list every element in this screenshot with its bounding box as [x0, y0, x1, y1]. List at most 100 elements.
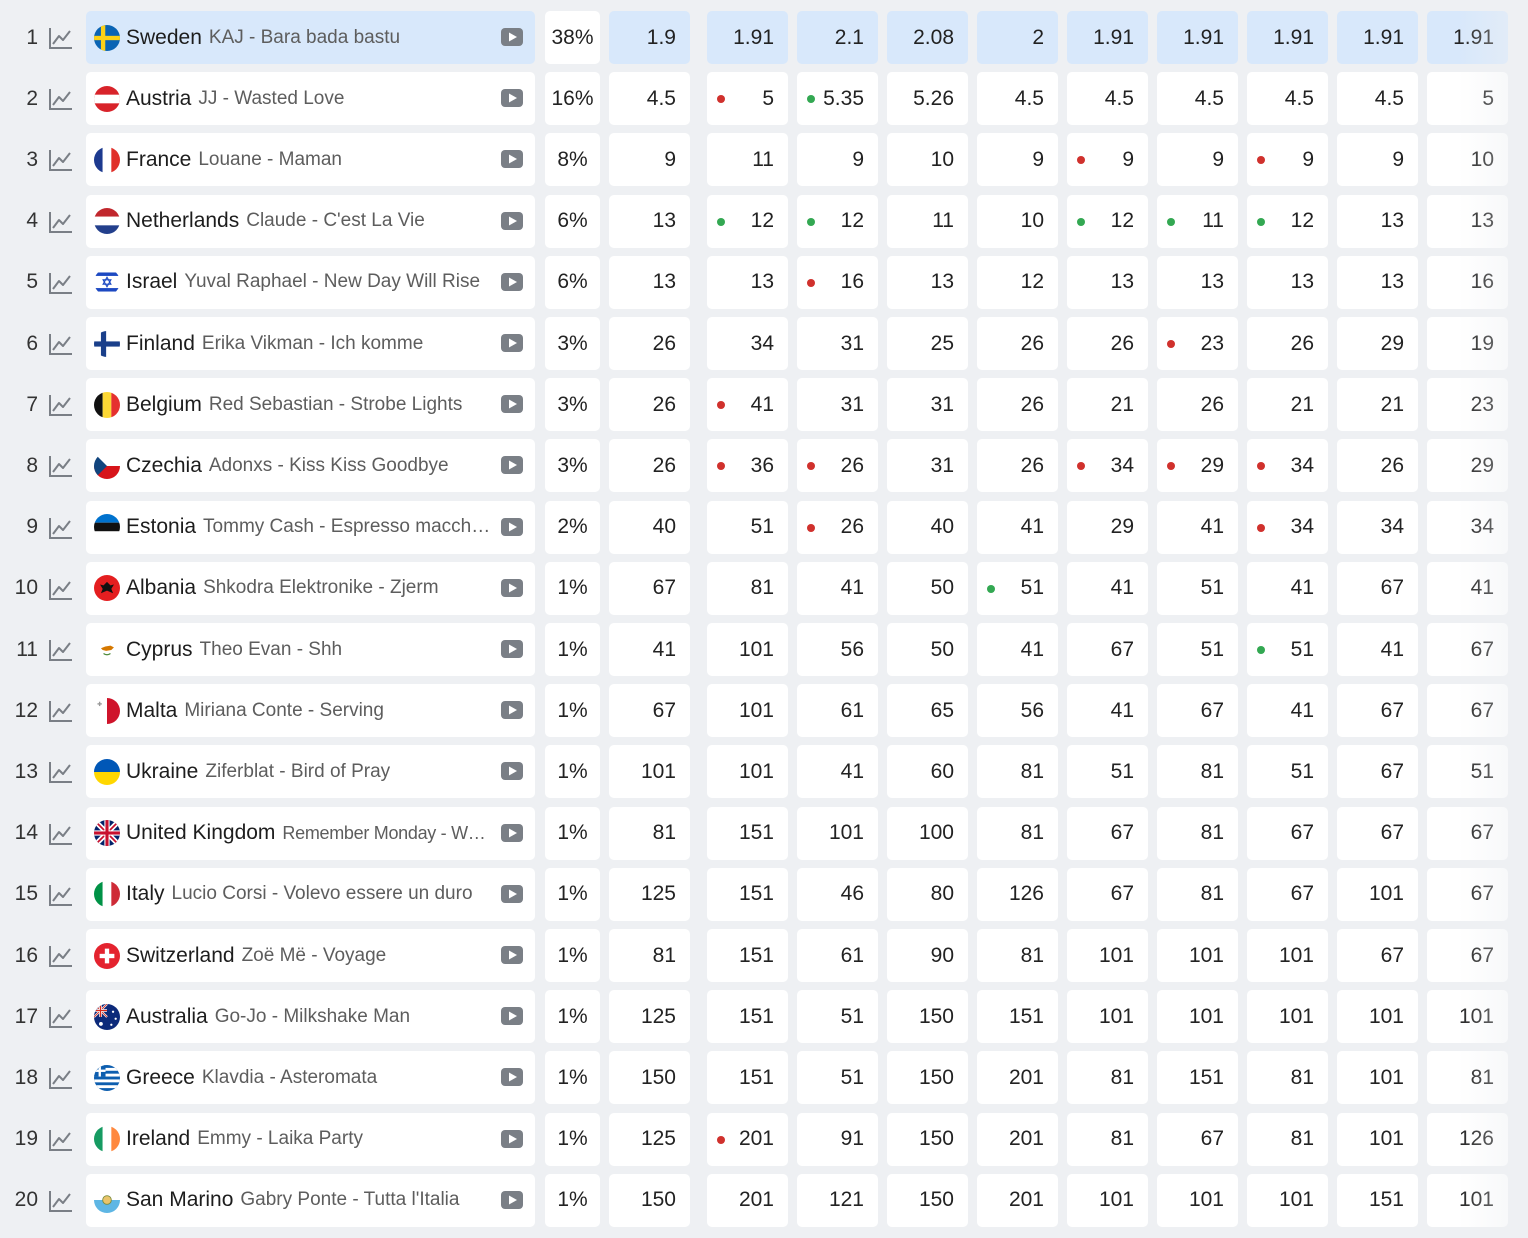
odds-cell[interactable]: 29 — [1427, 439, 1508, 493]
odds-cell[interactable]: 41 — [1337, 623, 1418, 676]
odds-cell[interactable]: 51 — [1427, 745, 1508, 799]
odds-cell[interactable]: 41 — [1247, 561, 1328, 615]
odds-cell[interactable]: 34 — [1337, 500, 1418, 554]
odds-cell[interactable]: 150 — [887, 990, 968, 1044]
odds-cell[interactable]: 201 — [977, 1173, 1058, 1227]
video-play-icon[interactable] — [501, 272, 523, 292]
odds-cell[interactable]: 13 — [1337, 194, 1418, 248]
odds-cell[interactable]: 101 — [1247, 1173, 1328, 1227]
odds-cell[interactable]: 23 — [1157, 317, 1238, 370]
odds-cell[interactable]: 51 — [1157, 623, 1238, 676]
odds-cell[interactable]: 101 — [1247, 990, 1328, 1044]
odds-cell[interactable]: 41 — [1067, 561, 1148, 615]
odds-cell[interactable]: 13 — [1157, 255, 1238, 309]
odds-cell[interactable]: 151 — [1337, 1173, 1418, 1227]
odds-cell[interactable]: 41 — [1067, 684, 1148, 738]
entry-czechia[interactable]: Czechia Adonxs - Kiss Kiss Goodbye — [86, 439, 535, 493]
entry-estonia[interactable]: Estonia Tommy Cash - Espresso macchiato — [86, 500, 535, 554]
entry-united-kingdom[interactable]: United Kingdom Remember Monday - What The… — [86, 806, 535, 860]
odds-cell[interactable]: 101 — [707, 684, 788, 738]
odds-cell[interactable]: 1.9 — [609, 11, 690, 64]
entry-albania[interactable]: Albania Shkodra Elektronike - Zjerm — [86, 561, 535, 615]
odds-cell[interactable]: 81 — [1067, 1112, 1148, 1166]
odds-cell[interactable]: 151 — [707, 1051, 788, 1105]
odds-cell[interactable]: 12 — [1247, 194, 1328, 248]
odds-cell[interactable]: 21 — [1247, 378, 1328, 432]
odds-cell[interactable]: 201 — [707, 1173, 788, 1227]
odds-cell[interactable]: 13 — [1247, 255, 1328, 309]
odds-cell[interactable]: 51 — [1157, 561, 1238, 615]
line-chart-icon[interactable] — [48, 1065, 74, 1091]
odds-cell[interactable]: 10 — [1427, 133, 1508, 187]
odds-cell[interactable]: 151 — [1157, 1051, 1238, 1105]
odds-cell[interactable]: 67 — [1157, 684, 1238, 738]
odds-cell[interactable]: 101 — [1427, 1173, 1508, 1227]
odds-cell[interactable]: 11 — [887, 194, 968, 248]
odds-cell[interactable]: 11 — [1157, 194, 1238, 248]
line-chart-icon[interactable] — [48, 821, 74, 847]
entry-australia[interactable]: Australia Go-Jo - Milkshake Man — [86, 990, 535, 1044]
odds-cell[interactable]: 201 — [977, 1112, 1058, 1166]
line-chart-icon[interactable] — [48, 698, 74, 724]
odds-cell[interactable]: 81 — [1157, 867, 1238, 921]
odds-cell[interactable]: 51 — [977, 561, 1058, 615]
odds-cell[interactable]: 26 — [797, 439, 878, 493]
odds-cell[interactable]: 11 — [707, 133, 788, 187]
odds-cell[interactable]: 101 — [707, 623, 788, 676]
odds-cell[interactable]: 67 — [1337, 745, 1418, 799]
odds-cell[interactable]: 26 — [977, 378, 1058, 432]
odds-cell[interactable]: 67 — [1337, 806, 1418, 860]
odds-cell[interactable]: 1.91 — [707, 11, 788, 64]
odds-cell[interactable]: 9 — [1247, 133, 1328, 187]
odds-cell[interactable]: 34 — [1247, 439, 1328, 493]
odds-cell[interactable]: 101 — [1067, 1173, 1148, 1227]
odds-cell[interactable]: 61 — [797, 929, 878, 982]
odds-cell[interactable]: 51 — [797, 990, 878, 1044]
video-play-icon[interactable] — [501, 211, 523, 231]
odds-cell[interactable]: 101 — [1067, 929, 1148, 982]
odds-cell[interactable]: 26 — [609, 317, 690, 370]
line-chart-icon[interactable] — [48, 209, 74, 235]
odds-cell[interactable]: 51 — [797, 1051, 878, 1105]
odds-cell[interactable]: 81 — [977, 806, 1058, 860]
odds-cell[interactable]: 67 — [1427, 867, 1508, 921]
odds-cell[interactable]: 40 — [609, 500, 690, 554]
odds-cell[interactable]: 12 — [1067, 194, 1148, 248]
odds-cell[interactable]: 150 — [609, 1173, 690, 1227]
odds-cell[interactable]: 60 — [887, 745, 968, 799]
odds-cell[interactable]: 13 — [887, 255, 968, 309]
odds-cell[interactable]: 151 — [707, 990, 788, 1044]
odds-cell[interactable]: 81 — [1157, 745, 1238, 799]
odds-cell[interactable]: 80 — [887, 867, 968, 921]
odds-cell[interactable]: 101 — [1337, 1051, 1418, 1105]
video-play-icon[interactable] — [501, 761, 523, 781]
odds-cell[interactable]: 34 — [1247, 500, 1328, 554]
odds-cell[interactable]: 12 — [977, 255, 1058, 309]
odds-cell[interactable]: 10 — [977, 194, 1058, 248]
odds-cell[interactable]: 5.35 — [797, 72, 878, 126]
odds-cell[interactable]: 5 — [1427, 72, 1508, 126]
odds-cell[interactable]: 26 — [1067, 317, 1148, 370]
line-chart-icon[interactable] — [48, 453, 74, 479]
odds-cell[interactable]: 4.5 — [977, 72, 1058, 126]
odds-cell[interactable]: 16 — [797, 255, 878, 309]
odds-cell[interactable]: 56 — [977, 684, 1058, 738]
odds-cell[interactable]: 101 — [1337, 990, 1418, 1044]
entry-france[interactable]: France Louane - Maman — [86, 133, 535, 187]
odds-cell[interactable]: 126 — [977, 867, 1058, 921]
line-chart-icon[interactable] — [48, 637, 74, 663]
odds-cell[interactable]: 65 — [887, 684, 968, 738]
video-play-icon[interactable] — [501, 700, 523, 720]
video-play-icon[interactable] — [501, 1067, 523, 1087]
odds-cell[interactable]: 13 — [609, 194, 690, 248]
odds-cell[interactable]: 81 — [1157, 806, 1238, 860]
odds-cell[interactable]: 121 — [797, 1173, 878, 1227]
odds-cell[interactable]: 67 — [1337, 684, 1418, 738]
odds-cell[interactable]: 151 — [707, 929, 788, 982]
odds-cell[interactable]: 13 — [609, 255, 690, 309]
odds-cell[interactable]: 67 — [1427, 623, 1508, 676]
odds-cell[interactable]: 201 — [707, 1112, 788, 1166]
video-play-icon[interactable] — [501, 945, 523, 965]
odds-cell[interactable]: 67 — [1337, 561, 1418, 615]
odds-cell[interactable]: 67 — [1337, 929, 1418, 982]
